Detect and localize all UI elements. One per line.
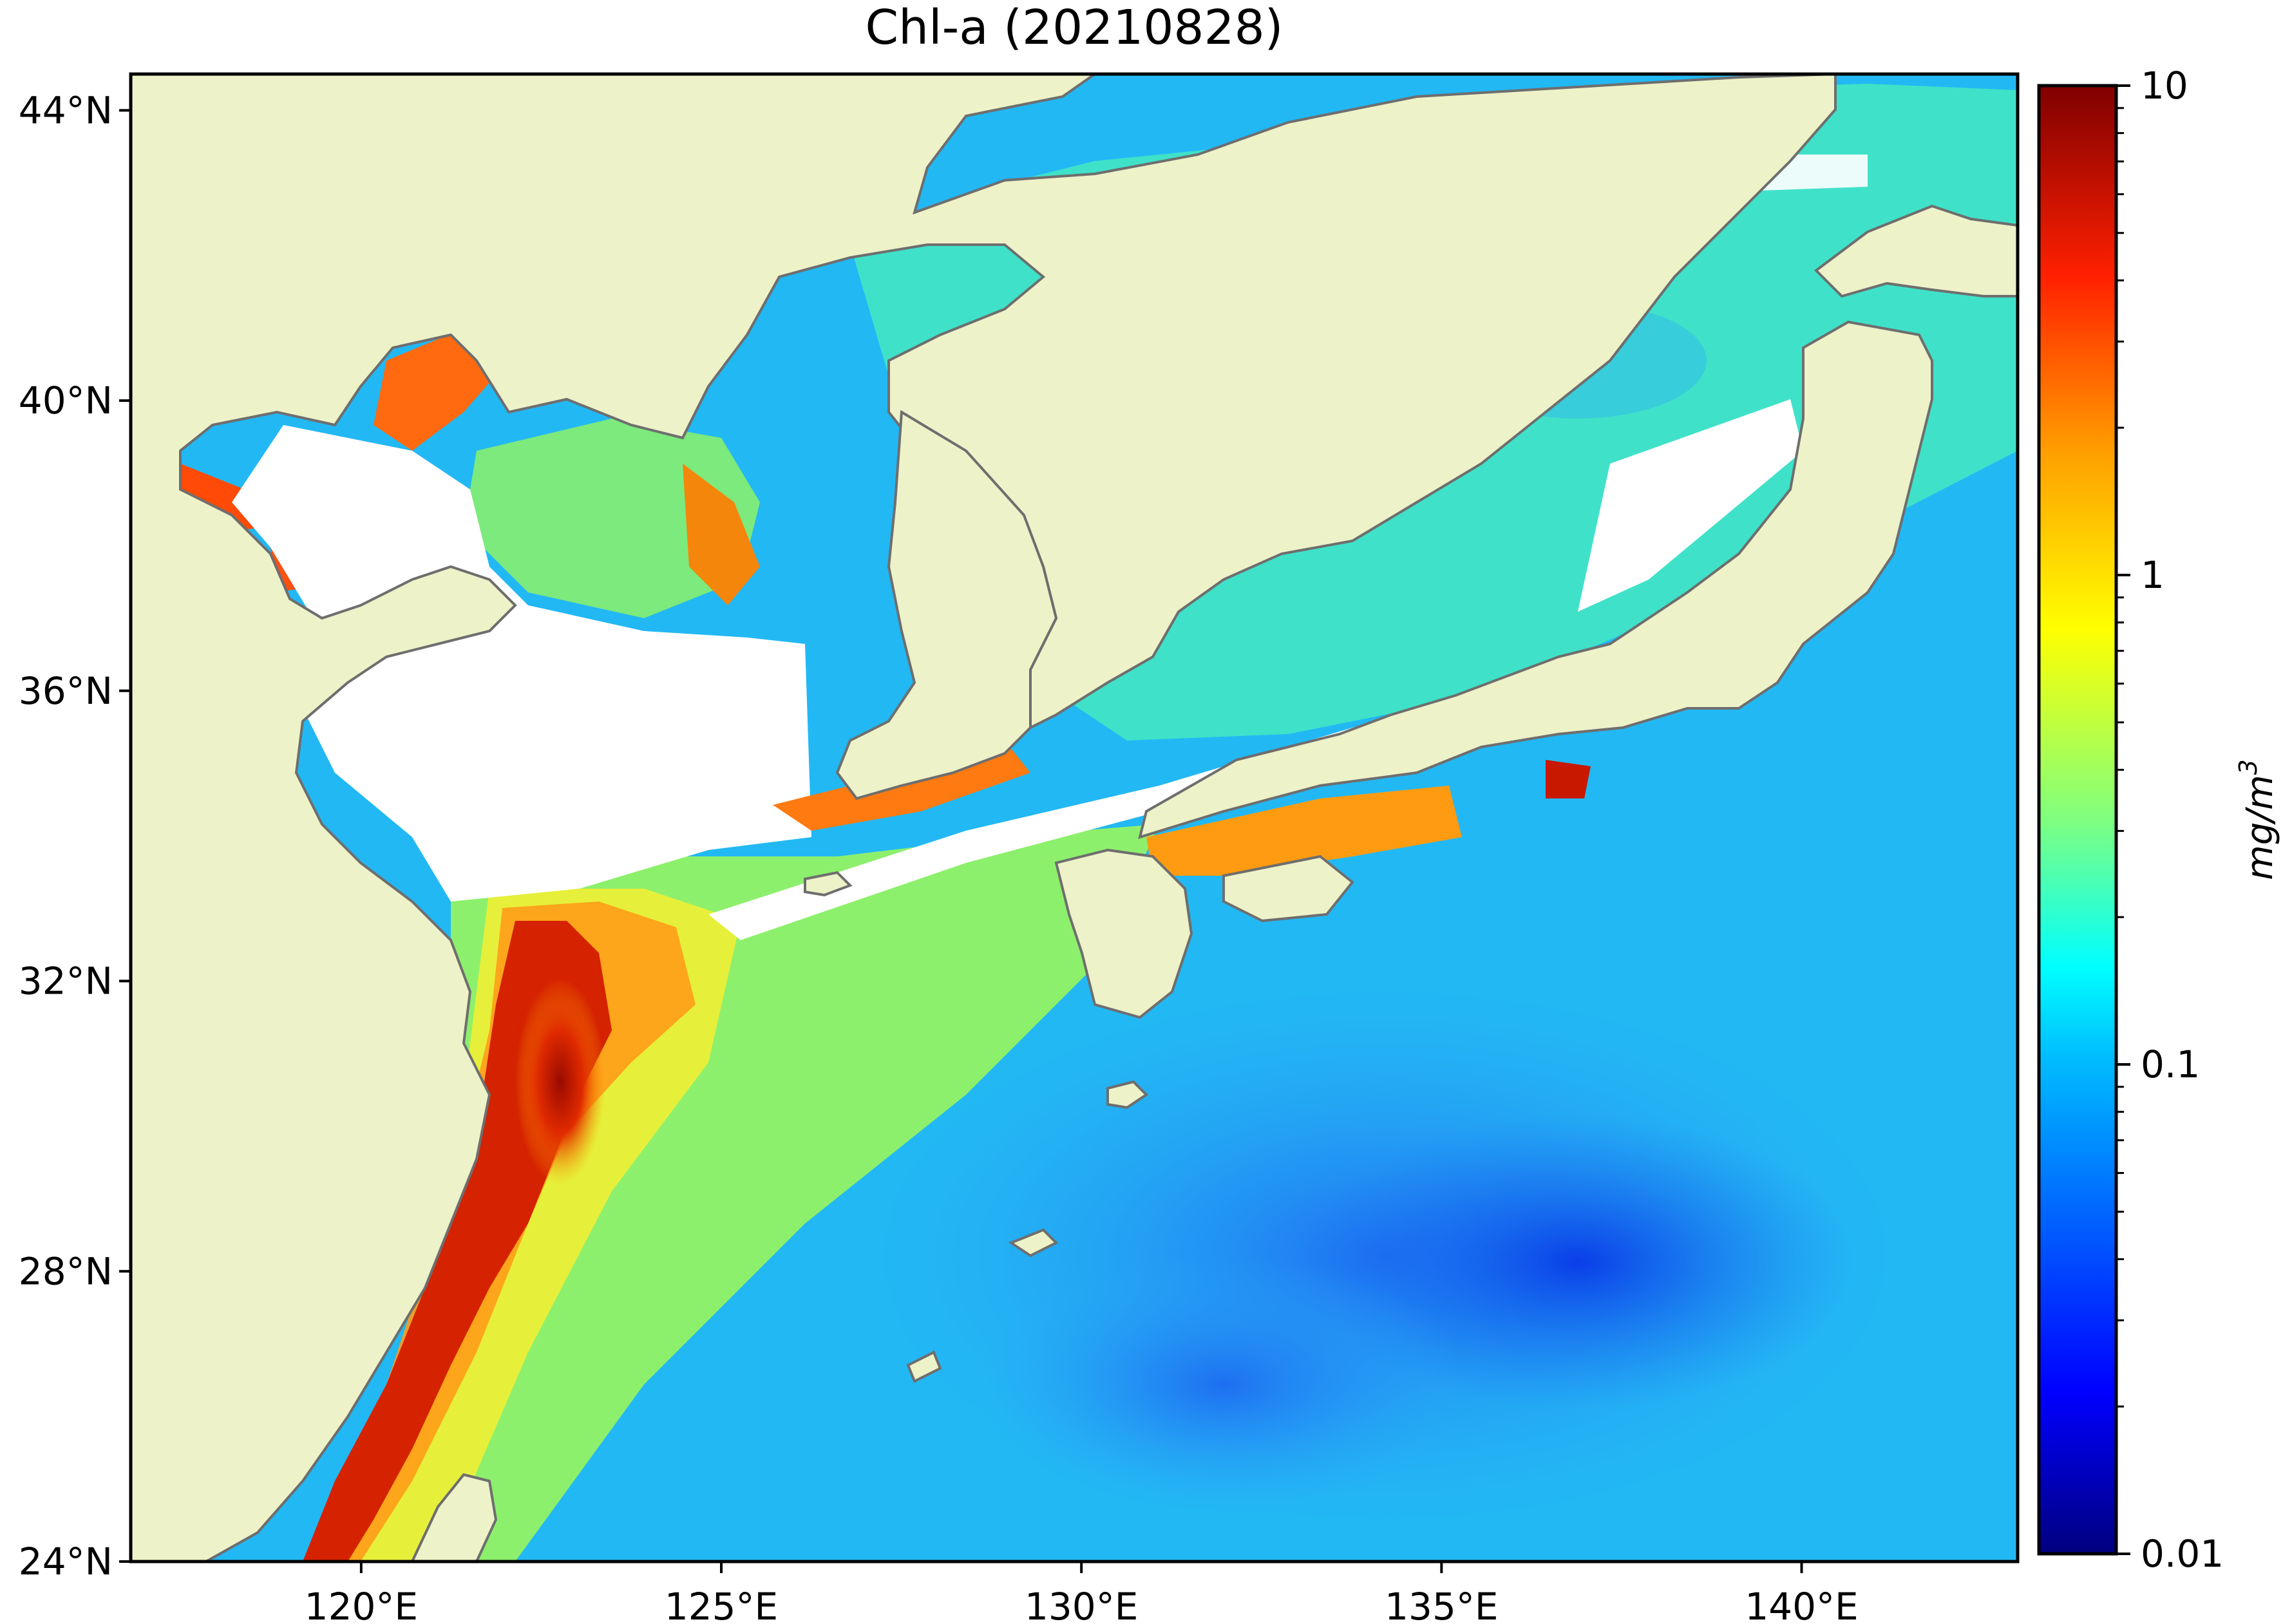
amami-oshima xyxy=(1008,1228,1059,1258)
okinawa xyxy=(906,1350,942,1383)
colorbar-tick-label: 1 xyxy=(2141,553,2165,597)
japan-hokkaido xyxy=(1814,204,2018,298)
shandong-peninsula xyxy=(399,625,805,863)
colorbar-minor-ticks xyxy=(2116,107,2124,1408)
japan-shikoku xyxy=(1222,854,1354,923)
x-tick-label: 120°E xyxy=(305,1585,418,1624)
colorbar-tick-label: 10 xyxy=(2141,64,2188,108)
x-tick-label: 140°E xyxy=(1745,1585,1858,1624)
x-tick-label: 125°E xyxy=(665,1585,778,1624)
korea-peninsula xyxy=(835,410,1058,800)
y-tick-label: 28°N xyxy=(19,1249,113,1293)
colorbar-unit-label: mg/m3 xyxy=(2234,759,2281,880)
colorbar-frame xyxy=(2037,84,2118,1556)
jeju-island xyxy=(804,871,853,897)
land xyxy=(131,74,2018,1562)
colorbar: 10 1 0.1 0.01 mg/m3 xyxy=(2037,64,2281,1576)
x-axis-ticks: 120°E 125°E 130°E 135°E 140°E xyxy=(305,1562,1859,1624)
x-tick-label: 135°E xyxy=(1385,1585,1498,1624)
chlorophyll-map xyxy=(131,74,2018,1562)
colorbar-gradient xyxy=(2039,86,2116,1554)
colorbar-tick-label: 0.1 xyxy=(2141,1043,2200,1086)
y-tick-label: 44°N xyxy=(19,88,113,132)
x-tick-label: 130°E xyxy=(1025,1585,1138,1624)
map-frame xyxy=(129,72,2020,1563)
y-tick-label: 36°N xyxy=(19,669,113,713)
china-mainland xyxy=(131,74,1837,1562)
japan-honshu xyxy=(1138,320,1933,839)
japan-kyushu xyxy=(1054,848,1193,1019)
colorbar-tick-label: 0.01 xyxy=(2141,1532,2224,1576)
y-tick-label: 24°N xyxy=(19,1540,113,1583)
yakushima xyxy=(1106,1080,1149,1109)
y-axis-ticks: 24°N 28°N 32°N 36°N 40°N 44°N xyxy=(19,88,131,1583)
y-tick-label: 32°N xyxy=(19,959,113,1003)
map-title: Chl-a (20210828) xyxy=(865,0,1283,55)
taiwan xyxy=(410,1473,498,1562)
colorbar-ticks: 10 1 0.1 0.01 xyxy=(2116,64,2224,1576)
y-tick-label: 40°N xyxy=(19,379,113,422)
